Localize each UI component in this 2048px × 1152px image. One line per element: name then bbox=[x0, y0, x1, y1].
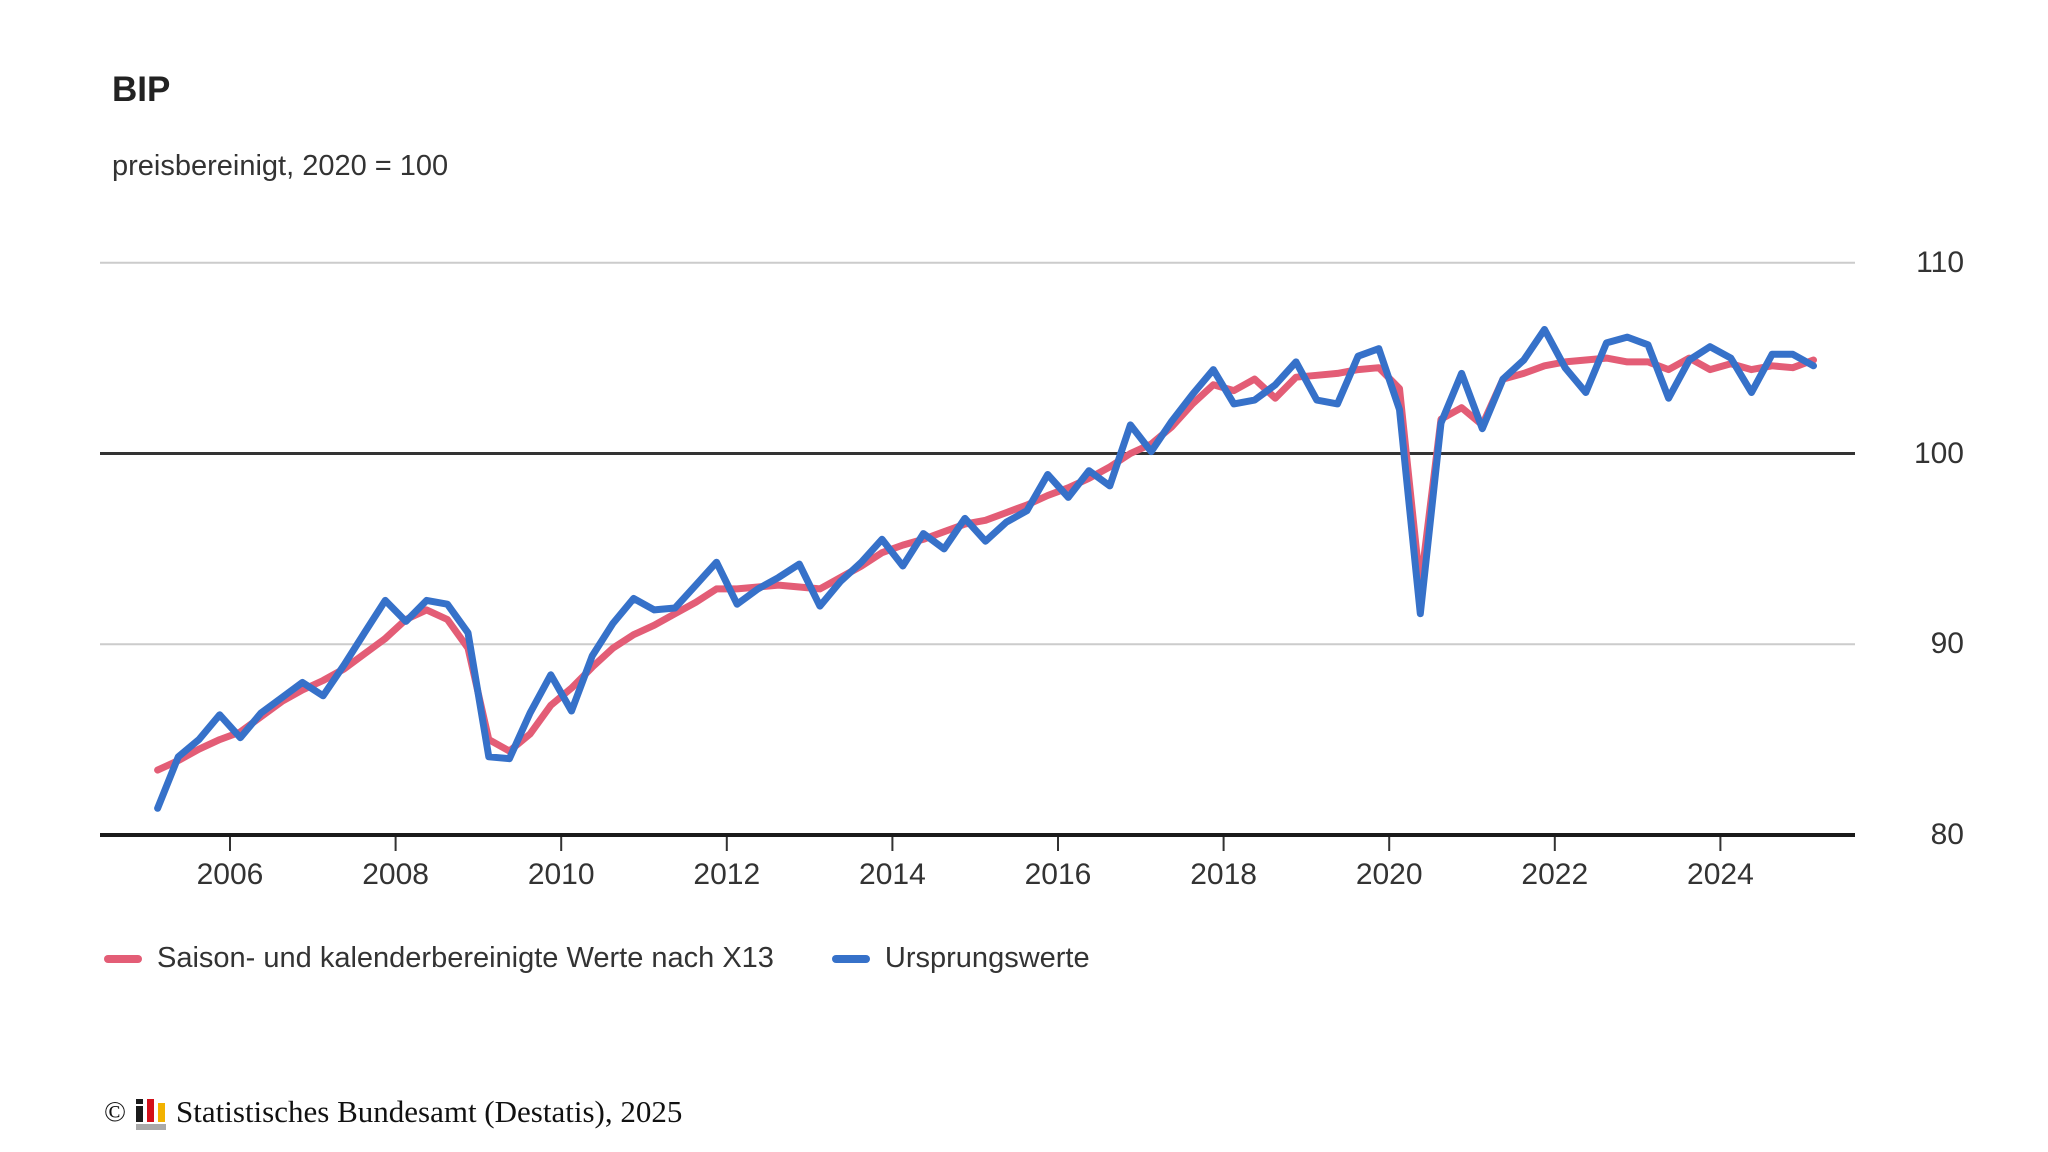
x-tick-label: 2012 bbox=[693, 858, 761, 891]
x-tick-label: 2016 bbox=[1024, 858, 1092, 891]
source-line: © Statistisches Bundesamt (Destatis), 20… bbox=[104, 1094, 682, 1130]
legend-item-adjusted: Saison- und kalenderbereinigte Werte nac… bbox=[104, 942, 774, 975]
x-tick-label: 2018 bbox=[1190, 858, 1257, 891]
y-tick-label: 80 bbox=[1930, 818, 1964, 851]
x-tick-label: 2008 bbox=[362, 858, 429, 891]
legend-label-original: Ursprungswerte bbox=[884, 942, 1090, 974]
x-tick-label: 2024 bbox=[1687, 858, 1754, 891]
chart-legend: Saison- und kalenderbereinigte Werte nac… bbox=[104, 942, 1090, 975]
legend-label-adjusted: Saison- und kalenderbereinigte Werte nac… bbox=[157, 942, 774, 974]
x-tick-label: 2022 bbox=[1521, 858, 1589, 891]
y-tick-label: 100 bbox=[1913, 436, 1964, 470]
source-text: Statistisches Bundesamt (Destatis), 2025 bbox=[176, 1094, 683, 1129]
legend-item-original: Ursprungswerte bbox=[831, 942, 1090, 975]
original-series-line bbox=[154, 326, 1817, 812]
chart-subtitle: preisbereinigt, 2020 = 100 bbox=[112, 150, 449, 182]
chart-title: BIP bbox=[112, 70, 171, 109]
copyright-symbol: © bbox=[104, 1095, 127, 1128]
x-tick-label: 2014 bbox=[859, 858, 926, 891]
adjusted-series-line bbox=[154, 354, 1817, 774]
y-tick-label: 110 bbox=[1916, 245, 1964, 279]
y-tick-label: 90 bbox=[1930, 627, 1964, 661]
x-tick-label: 2020 bbox=[1355, 858, 1423, 891]
destatis-logo-icon bbox=[136, 1094, 167, 1130]
x-tick-label: 2006 bbox=[196, 858, 264, 891]
original-series-swatch-icon bbox=[831, 954, 870, 963]
adjusted-series-swatch-icon bbox=[104, 954, 142, 963]
x-tick-label: 2010 bbox=[527, 858, 595, 891]
